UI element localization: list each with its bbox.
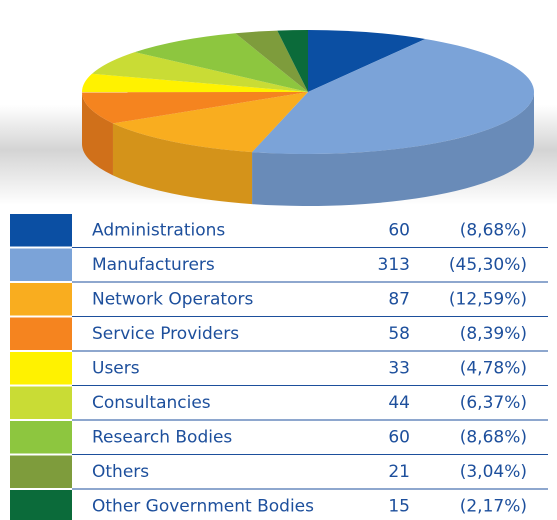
slice — [112, 92, 308, 153]
legend-label: Consultancies — [92, 393, 211, 413]
percent-label: (8,39%) — [460, 324, 527, 344]
legend-label: Users — [92, 358, 140, 378]
slice — [235, 30, 308, 92]
legend-swatch — [10, 214, 72, 247]
percent-label: (6,37%) — [460, 393, 527, 413]
legend-label: Other Government Bodies — [92, 496, 314, 516]
percent-label: (12,59%) — [449, 289, 527, 309]
value-label: 313 — [378, 255, 410, 275]
value-label: 21 — [388, 462, 410, 482]
slice-side — [82, 92, 113, 176]
slice-side — [112, 123, 253, 205]
value-label: 15 — [388, 496, 410, 516]
percent-label: (45,30%) — [449, 255, 527, 275]
value-label: 44 — [388, 393, 410, 413]
legend-swatch — [10, 317, 72, 350]
legend-swatch — [10, 352, 72, 385]
value-label: 87 — [388, 289, 410, 309]
percent-label: (8,68%) — [460, 427, 527, 447]
percent-label: (2,17%) — [460, 496, 527, 516]
value-label: 33 — [388, 358, 410, 378]
legend-label: Administrations — [92, 220, 225, 240]
legend-label: Network Operators — [92, 289, 253, 309]
slice — [91, 52, 308, 92]
slice-side — [252, 92, 534, 206]
slice — [277, 30, 308, 92]
legend-label: Service Providers — [92, 324, 239, 344]
percent-label: (8,68%) — [460, 220, 527, 240]
legend-swatch — [10, 421, 72, 454]
legend-swatch — [10, 386, 72, 419]
legend-label: Research Bodies — [92, 427, 232, 447]
percent-label: (3,04%) — [460, 462, 527, 482]
legend-swatch — [10, 455, 72, 488]
slice — [308, 30, 426, 92]
slice — [252, 39, 534, 154]
legend-swatch — [10, 490, 72, 520]
value-label: 60 — [388, 427, 410, 447]
slice — [134, 33, 308, 92]
legend-label: Others — [92, 462, 149, 482]
legend-swatch — [10, 283, 72, 316]
value-label: 60 — [388, 220, 410, 240]
slice — [81, 73, 309, 93]
legend-swatch — [10, 248, 72, 281]
slice — [82, 92, 308, 124]
legend-label: Manufacturers — [92, 255, 215, 275]
percent-label: (4,78%) — [460, 358, 527, 378]
value-label: 58 — [388, 324, 410, 344]
